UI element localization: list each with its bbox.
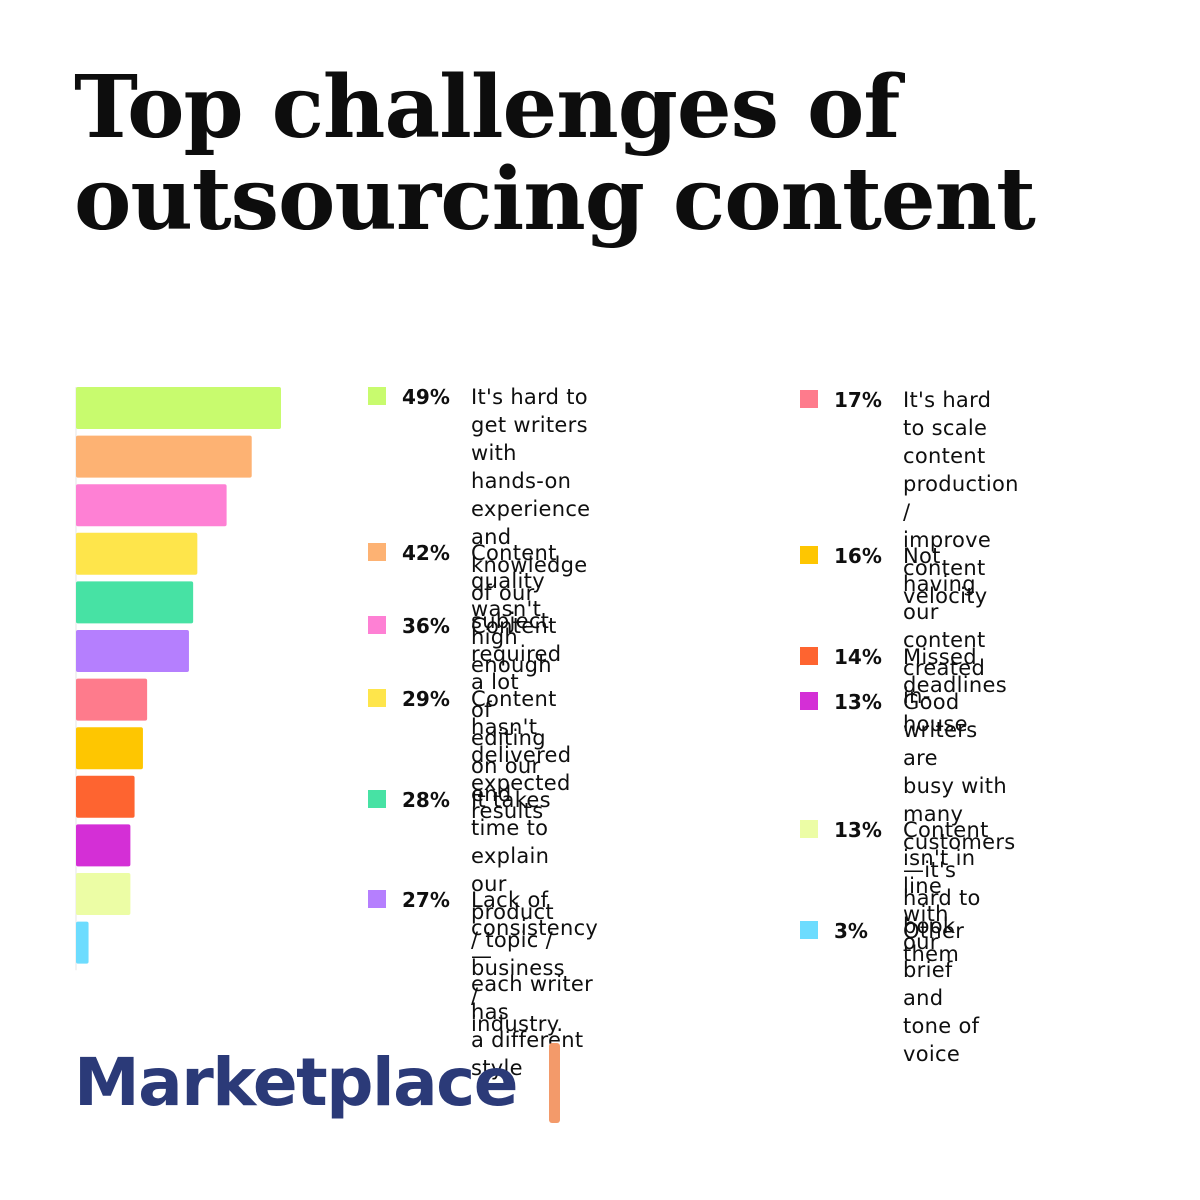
- legend-label: Content isn't in line with our brief and…: [903, 818, 989, 1066]
- bar: [76, 581, 194, 624]
- legend-value: 27%: [402, 888, 450, 912]
- legend-value: 13%: [834, 690, 882, 714]
- legend-value: 16%: [834, 544, 882, 568]
- legend-label: Content quality wasn't high enough: [471, 541, 557, 677]
- legend-value: 36%: [402, 614, 450, 638]
- legend-swatch: [800, 546, 818, 564]
- bar: [76, 775, 135, 818]
- legend-label: Other: [903, 919, 965, 943]
- legend-label: It's hard to get writers with hands-on e…: [471, 385, 591, 633]
- legend-swatch: [800, 921, 818, 939]
- legend-label: Not having our content created in-house: [903, 544, 986, 736]
- brand-logo: Marketplace: [74, 1044, 519, 1121]
- brand-accent-bar: [549, 1043, 560, 1123]
- legend-swatch: [368, 890, 386, 908]
- legend-value: 13%: [834, 818, 882, 842]
- legend-label: Lack of consistency— each writer has a d…: [471, 888, 599, 1080]
- legend-value: 3%: [834, 919, 868, 943]
- legend-label: Content required a lot of editing on our…: [471, 614, 562, 806]
- legend-label: It takes time to explain our product / t…: [471, 788, 565, 1036]
- legend-swatch: [368, 790, 386, 808]
- legend-value: 42%: [402, 541, 450, 565]
- legend-swatch: [800, 692, 818, 710]
- legend-label: Content hasn't delivered expected result…: [471, 687, 572, 823]
- legend-value: 29%: [402, 687, 450, 711]
- chart-title-line-1: Top challenges of: [74, 57, 900, 158]
- legend-value: 14%: [834, 645, 882, 669]
- legend-label: It's hard to scale content production / …: [903, 388, 1019, 608]
- bar: [76, 484, 227, 527]
- legend-swatch: [368, 543, 386, 561]
- legend-swatch: [368, 616, 386, 634]
- bar: [76, 387, 281, 429]
- legend-swatch: [368, 689, 386, 707]
- bar: [76, 630, 189, 672]
- bar: [76, 532, 198, 575]
- legend-value: 17%: [834, 388, 882, 412]
- bar: [76, 727, 143, 770]
- chart-title: Top challenges of outsourcing content: [74, 57, 1036, 250]
- legend-label: Good writers are busy with many customer…: [903, 690, 1016, 966]
- legend-swatch: [800, 390, 818, 408]
- legend-swatch: [800, 820, 818, 838]
- legend-value: 28%: [402, 788, 450, 812]
- bar: [76, 678, 148, 721]
- legend-value: 49%: [402, 385, 450, 409]
- legend-swatch: [368, 387, 386, 405]
- bar: [76, 873, 131, 915]
- chart-title-line-2: outsourcing content: [74, 149, 1036, 250]
- bar: [76, 435, 252, 478]
- bar: [76, 824, 131, 867]
- bar: [76, 921, 89, 964]
- legend-label: Missed deadlines: [903, 645, 1007, 697]
- legend-swatch: [800, 647, 818, 665]
